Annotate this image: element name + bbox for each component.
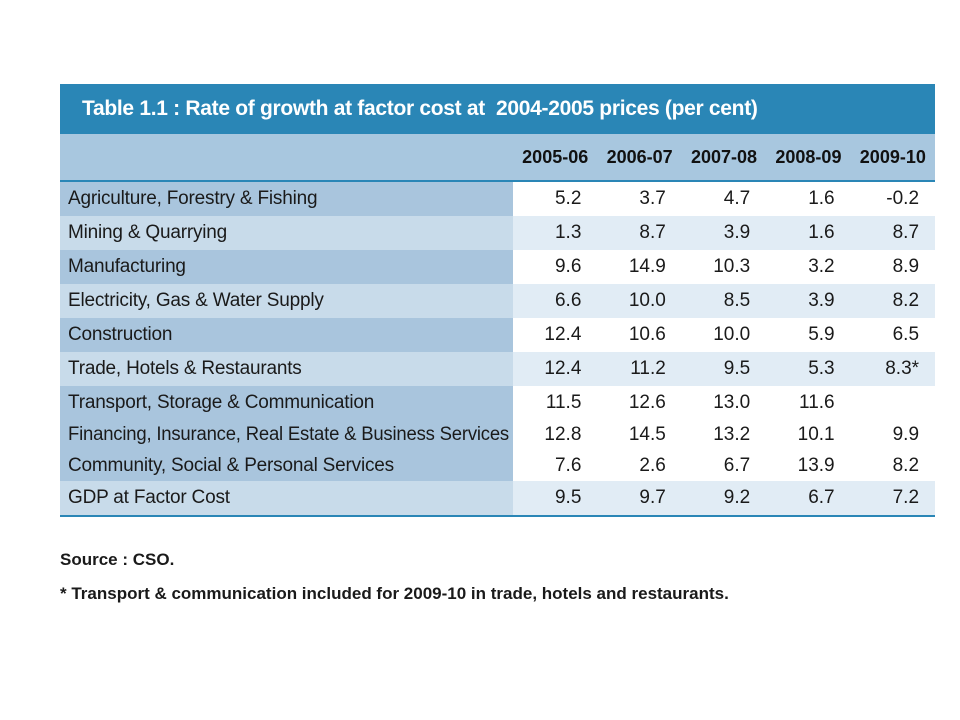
cell-value: 7.2	[850, 481, 936, 515]
cell-value: 9.9	[850, 419, 936, 450]
table-body: Agriculture, Forestry & Fishing 5.2 3.7 …	[60, 182, 936, 515]
cell-value: 10.1	[766, 419, 851, 450]
cell-value: 13.0	[681, 386, 767, 419]
cell-value: 13.9	[766, 450, 851, 481]
row-label: Transport, Storage & Communication	[60, 386, 513, 419]
cell-value: 5.3	[766, 352, 851, 386]
cell-value: 14.5	[597, 419, 682, 450]
cell-value: 3.9	[766, 284, 851, 318]
cell-value: 9.7	[597, 481, 682, 515]
cell-value: 5.9	[766, 318, 851, 352]
row-label: Manufacturing	[60, 250, 513, 284]
growth-table: Table 1.1 : Rate of growth at factor cos…	[60, 84, 936, 517]
cell-value: 8.5	[681, 284, 767, 318]
cell-value: 8.7	[597, 216, 682, 250]
cell-value: 11.6	[766, 386, 851, 419]
table-row: Construction 12.4 10.6 10.0 5.9 6.5	[60, 318, 936, 352]
cell-value: 10.0	[681, 318, 767, 352]
cell-value: 14.9	[597, 250, 682, 284]
row-label: Agriculture, Forestry & Fishing	[60, 182, 513, 216]
cell-value: 10.6	[597, 318, 682, 352]
cell-value: 9.2	[681, 481, 767, 515]
header-year-2008-09: 2008-09	[775, 146, 842, 167]
header-year-2007-08: 2007-08	[690, 146, 758, 167]
cell-value: 8.2	[850, 450, 936, 481]
cell-value: 3.2	[766, 250, 851, 284]
cell-value: -0.2	[850, 182, 936, 216]
table-row: Agriculture, Forestry & Fishing 5.2 3.7 …	[60, 182, 936, 216]
cell-value: 10.3	[681, 250, 767, 284]
cell-value: 6.7	[766, 481, 851, 515]
cell-value: 9.6	[513, 250, 598, 284]
cell-value: 1.6	[766, 216, 851, 250]
cell-value: 12.4	[513, 352, 598, 386]
table-title: Table 1.1 : Rate of growth at factor cos…	[60, 84, 935, 134]
row-label: Electricity, Gas & Water Supply	[60, 284, 513, 318]
row-label: Construction	[60, 318, 513, 352]
header-label-cell	[60, 134, 513, 180]
cell-value: 1.3	[513, 216, 598, 250]
cell-value: 9.5	[513, 481, 598, 515]
cell-value: 7.6	[513, 450, 598, 481]
cell-value: 8.3*	[850, 352, 936, 386]
cell-value: 8.2	[850, 284, 936, 318]
table-row: Mining & Quarrying 1.3 8.7 3.9 1.6 8.7	[60, 216, 936, 250]
cell-value: 6.5	[850, 318, 936, 352]
cell-value: 12.4	[513, 318, 598, 352]
cell-value: 12.8	[513, 419, 598, 450]
cell-value: 11.5	[513, 386, 598, 419]
cell-value: 11.2	[597, 352, 682, 386]
cell-value: 8.9	[850, 250, 936, 284]
cell-value: 5.2	[513, 182, 598, 216]
cell-value: 12.6	[597, 386, 682, 419]
header-year-2006-07: 2006-07	[606, 146, 673, 167]
table-row: Electricity, Gas & Water Supply 6.6 10.0…	[60, 284, 936, 318]
table-row: Community, Social & Personal Services 7.…	[60, 450, 936, 481]
header-year-2009-10: 2009-10	[859, 146, 926, 167]
cell-value	[850, 386, 936, 419]
cell-value: 3.7	[597, 182, 682, 216]
row-label: GDP at Factor Cost	[60, 481, 513, 515]
cell-value: 13.2	[681, 419, 767, 450]
table-row: Trade, Hotels & Restaurants 12.4 11.2 9.…	[60, 352, 936, 386]
row-label: Trade, Hotels & Restaurants	[60, 352, 513, 386]
table-bottom-rule	[60, 515, 935, 517]
cell-value: 8.7	[850, 216, 936, 250]
table-header-row: 2005-06 2006-07 2007-08 2008-09 2009-10	[60, 134, 935, 182]
table-row: Manufacturing 9.6 14.9 10.3 3.2 8.9	[60, 250, 936, 284]
row-label: Community, Social & Personal Services	[60, 450, 513, 481]
cell-value: 9.5	[681, 352, 767, 386]
cell-value: 1.6	[766, 182, 851, 216]
cell-value: 2.6	[597, 450, 682, 481]
cell-value: 3.9	[681, 216, 767, 250]
cell-value: 4.7	[681, 182, 767, 216]
table-row: Transport, Storage & Communication 11.5 …	[60, 386, 936, 419]
table-row: Financing, Insurance, Real Estate & Busi…	[60, 419, 936, 450]
cell-value: 10.0	[597, 284, 682, 318]
table-row: GDP at Factor Cost 9.5 9.7 9.2 6.7 7.2	[60, 481, 936, 515]
header-year-2005-06: 2005-06	[522, 146, 589, 167]
cell-value: 6.6	[513, 284, 598, 318]
row-label: Mining & Quarrying	[60, 216, 513, 250]
source-note: Source : CSO.	[60, 550, 175, 569]
cell-value: 6.7	[681, 450, 767, 481]
row-label: Financing, Insurance, Real Estate & Busi…	[60, 419, 513, 450]
footnote: * Transport & communication included for…	[60, 584, 729, 603]
